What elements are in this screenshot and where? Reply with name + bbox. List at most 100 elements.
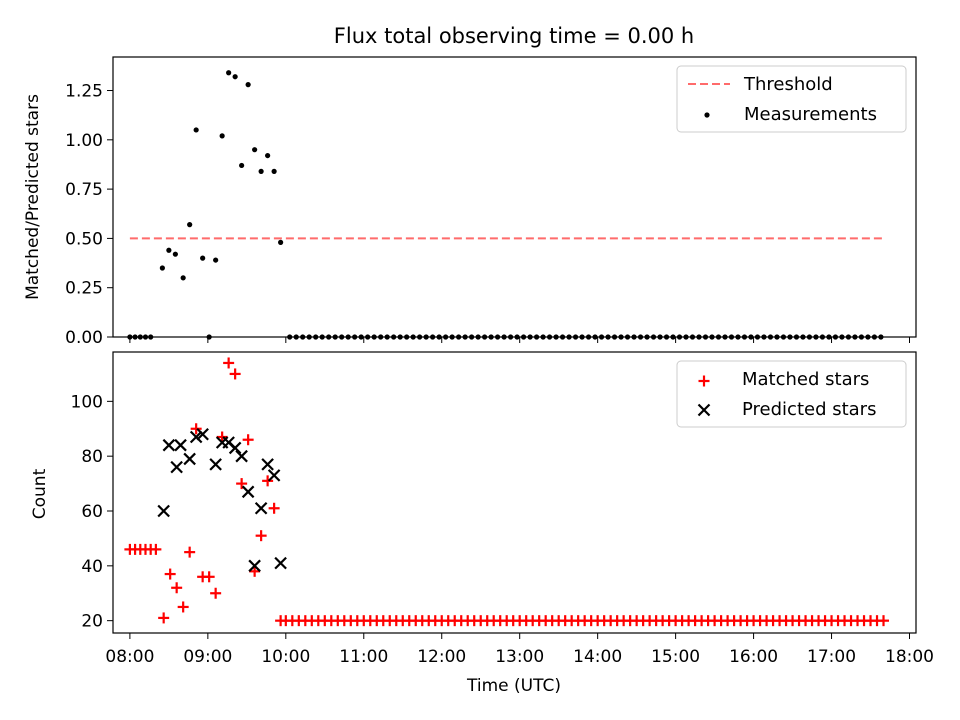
matched-star-point [255,530,267,542]
measurement-point [306,334,312,340]
measurement-point [644,334,650,340]
bottom-y-tick-label: 100 [71,392,103,412]
x-marker-b [241,485,255,499]
predicted-star-point [157,504,170,518]
measurement-point [540,334,546,340]
measurement-point [793,334,800,340]
x-marker-b [162,438,176,452]
bottom-y-tick-label: 40 [81,557,103,577]
top-y-tick-label: 0.25 [65,279,103,299]
measurement-point [787,334,793,340]
matched-star-point [171,582,183,594]
predicted-star-point [196,427,209,441]
bottom-y-axis-label: Count [30,468,50,519]
x-tick-label: 14:00 [573,647,622,667]
measurement-point [819,334,826,340]
x-marker-b [254,501,268,515]
measurement-point [245,82,251,88]
measurement-point [774,334,780,340]
top-legend-box [676,65,907,133]
measurement-point [845,334,852,340]
matched-star-point [268,502,280,514]
x-marker-b [196,427,209,441]
x-marker-b [697,403,711,417]
top-y-tick-label: 1.00 [65,131,103,151]
legend-predicted-swatch [697,403,711,417]
measurement-point [780,334,787,340]
bottom-legend: Matched stars Predicted stars [676,360,907,428]
x-tick-label: 11:00 [339,647,388,667]
measurement-point [449,334,455,340]
predicted-star-point [162,438,176,452]
measurement-point [533,334,540,340]
measurement-point [585,334,592,340]
x-marker-b [235,449,248,463]
x-tick-label: 18:00 [885,647,934,667]
measurement-point [462,334,468,340]
measurement-point [137,334,143,340]
x-marker-b [209,458,222,471]
x-tick-label: 09:00 [183,647,232,667]
measurement-point [187,222,193,228]
bottom-legend-box [676,360,907,428]
measurement-point [397,334,403,340]
matched-star-point [223,357,235,369]
measurement-point [501,334,507,340]
legend-predicted-label: Predicted stars [742,399,876,420]
bottom-plot-frame [112,351,917,634]
measurement-point [371,334,377,340]
x-marker-b [174,438,187,452]
measurement-point [663,334,670,340]
measurement-point [352,334,358,340]
measurement-point [287,334,293,340]
matched-star-point [203,571,215,583]
measurement-point [404,334,410,340]
predicted-star-point [170,460,183,474]
top-legend: Threshold Measurements [676,65,907,133]
predicted-star-point [235,449,248,463]
measurement-point [417,334,423,340]
top-y-tick-label: 1.25 [65,82,103,102]
bottom-y-tick-label: 60 [81,502,103,522]
measurement-point [696,334,702,340]
measurement-point [832,334,839,340]
predicted-star-point [189,430,203,444]
x-tick-label: 12:00 [417,647,466,667]
measurement-point [239,162,245,169]
measurement-point [800,334,806,340]
measurement-point [430,334,436,340]
predicted-star-point [174,438,187,452]
measurement-point [637,334,644,340]
matched-star-point [158,612,170,624]
measurement-point [278,239,284,245]
measurement-point [410,334,416,340]
measurement-point [226,70,232,76]
matched-star-point [150,543,162,555]
measurement-point [293,334,299,340]
measurement-point [683,334,689,340]
measurement-point [339,334,345,340]
measurement-point [559,334,566,340]
predicted-star-point [261,458,274,471]
measurement-point [180,275,186,281]
measurement-point [213,257,219,263]
legend-measurements-swatch [704,112,710,118]
measurement-point [495,334,501,340]
measurement-point [689,334,696,340]
matched-star-point [177,601,189,613]
measurement-point [520,334,527,340]
measurement-point [265,152,271,159]
measurement-point [200,255,206,261]
measurement-point [611,334,618,340]
predicted-star-point [274,556,287,570]
measurement-point [508,334,514,340]
matched-star-point [216,431,228,443]
matched-star-point [210,587,222,599]
measurement-point [313,334,319,340]
matched-star-point [249,565,261,577]
predicted-star-point [183,452,196,466]
predicted-star-point [267,469,281,482]
measurement-point [618,334,624,340]
measurement-point [319,334,325,340]
measurement-point [553,334,559,340]
